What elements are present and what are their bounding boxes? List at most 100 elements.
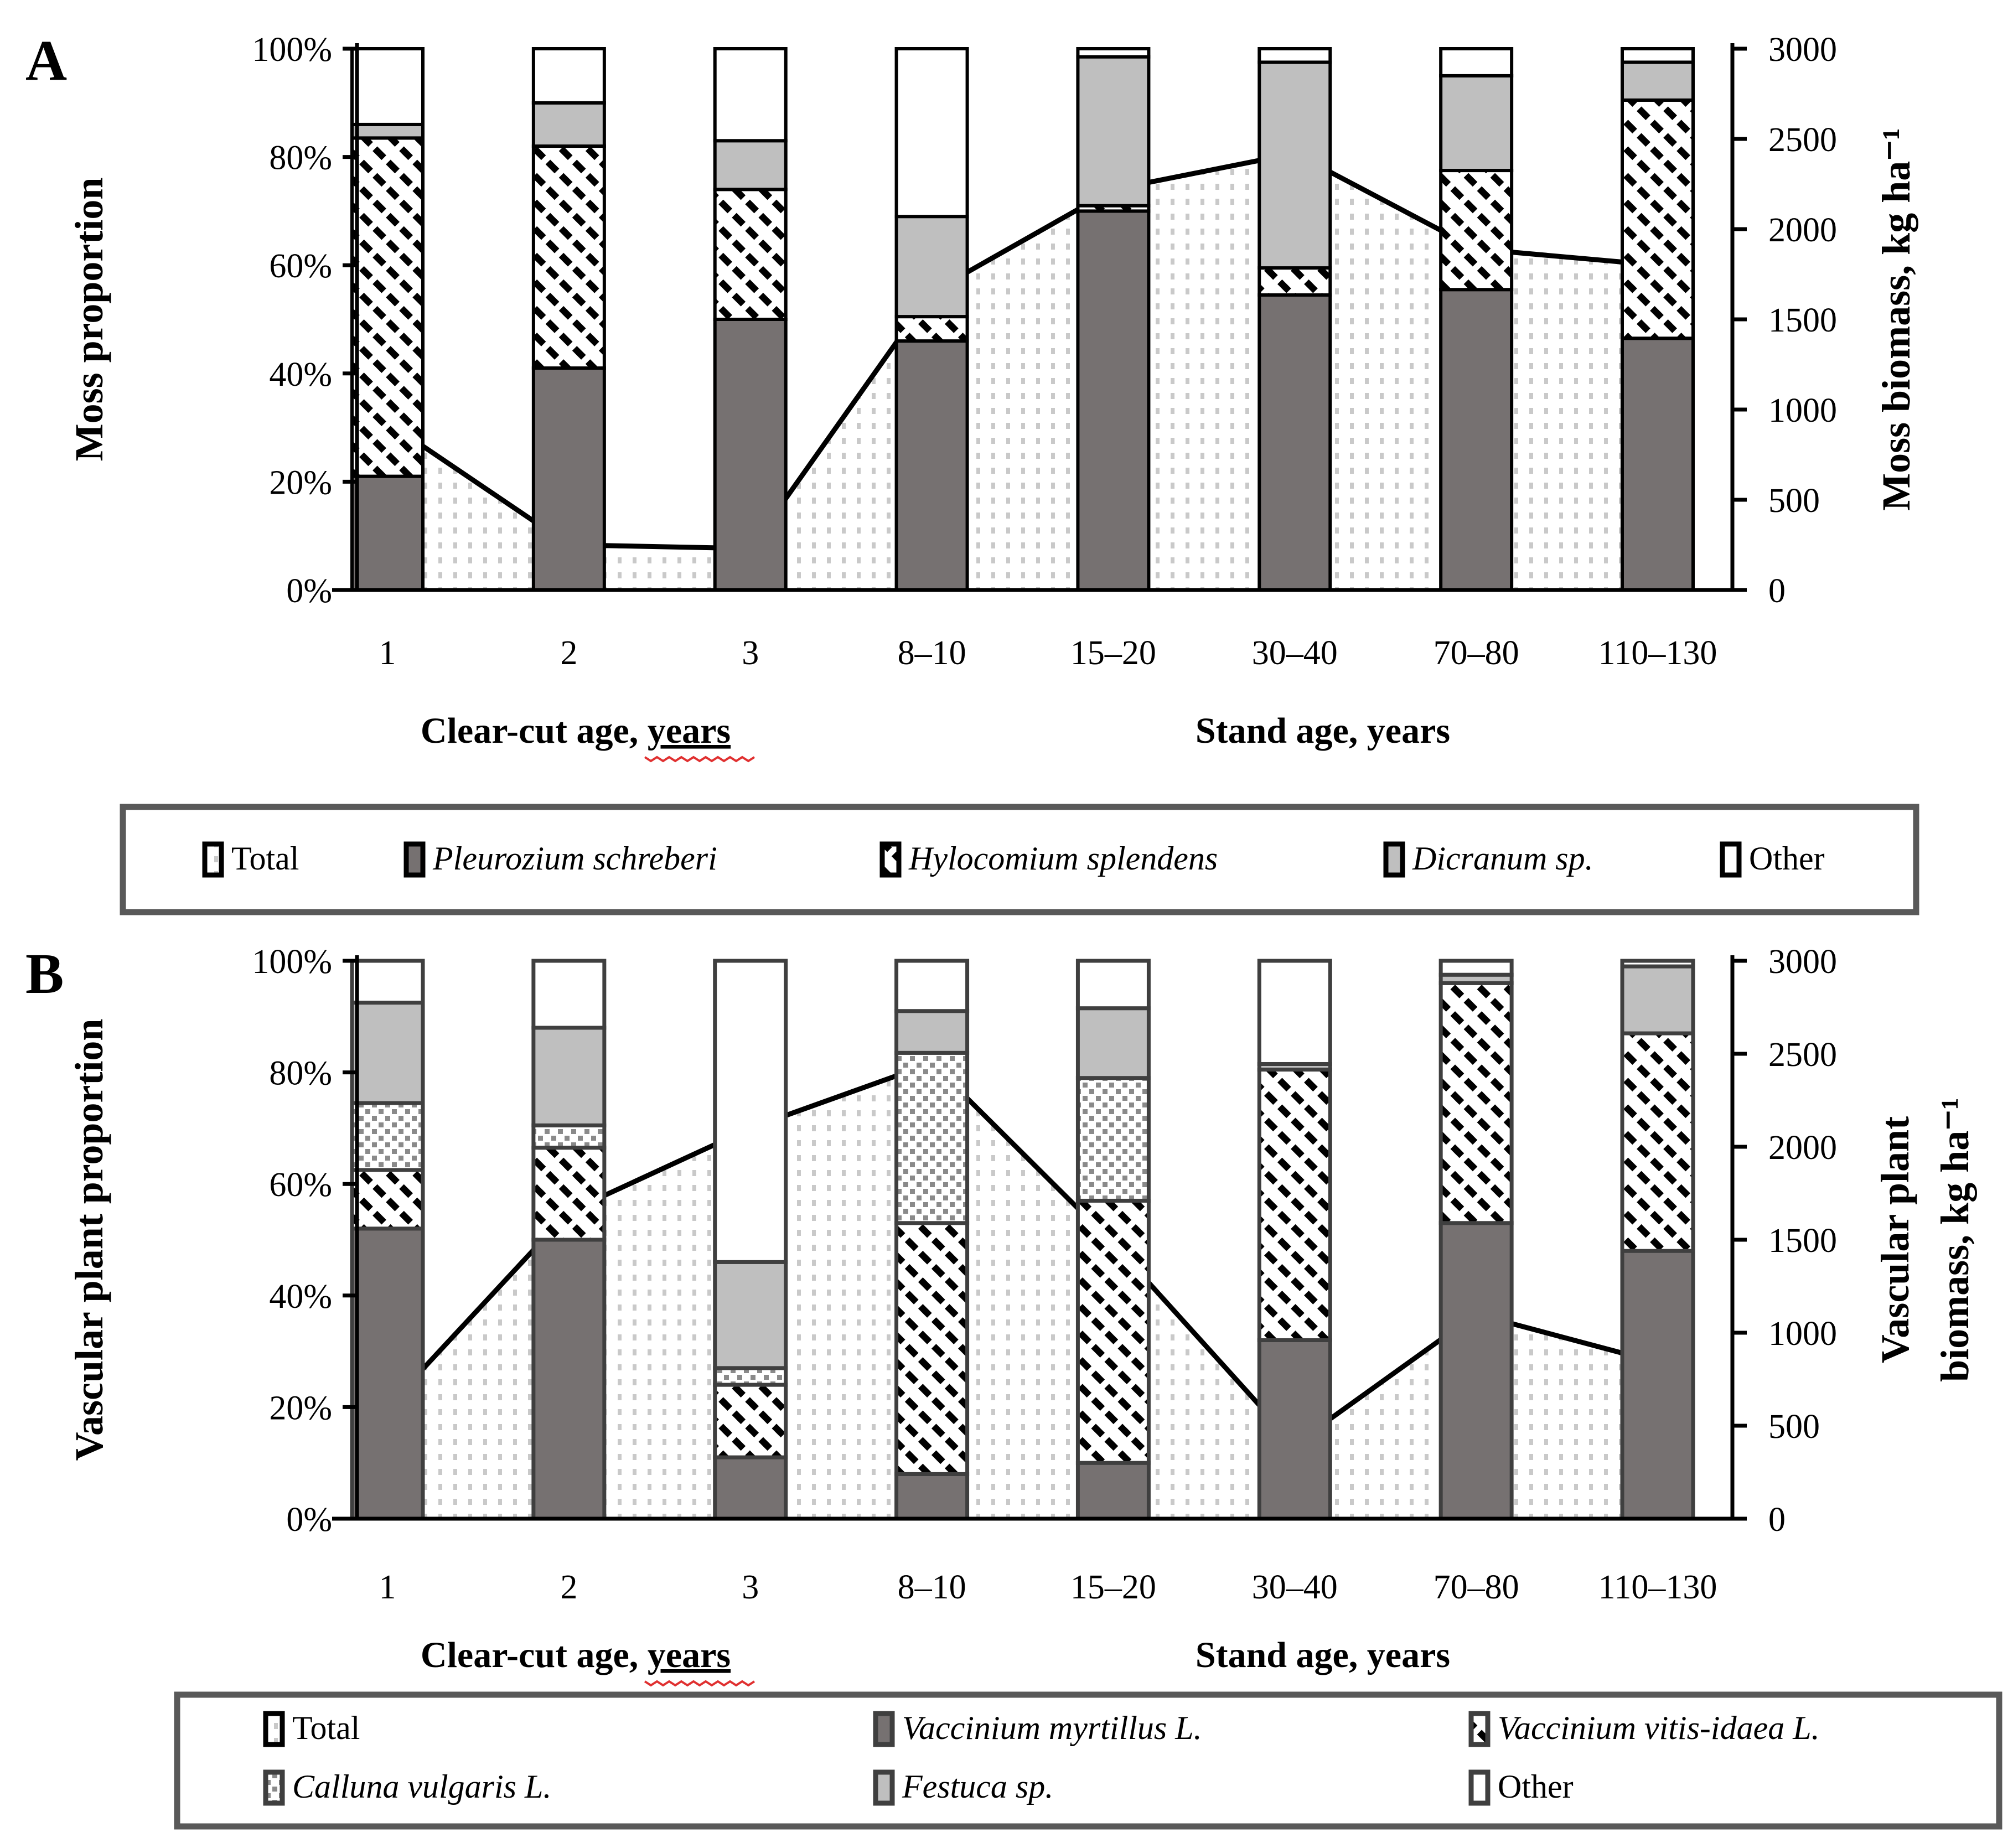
bar-segment (1438, 981, 1514, 1225)
x-group-title-clearcut: Clear-cut age, years (421, 711, 731, 751)
right-tick-label: 0 (1768, 1501, 1786, 1539)
legend-label: Other (1749, 840, 1825, 877)
right-tick-label: 3000 (1768, 31, 1837, 69)
left-tick-label: 80% (269, 139, 332, 177)
bar-segment (531, 1146, 607, 1242)
panel-a-letter: A (25, 29, 68, 92)
bar-segment (1621, 337, 1695, 592)
legend-swatch-darkgray (403, 841, 426, 878)
legend-item: Other (1468, 1768, 1574, 1806)
right-tick-label: 2000 (1768, 1129, 1837, 1167)
right-axis-title-line: Moss biomass, kg ha⁻¹ (1874, 128, 1918, 511)
legend-item: Dicranum sp. (1383, 840, 1593, 878)
x-category-label: 15–20 (1070, 1569, 1156, 1606)
bar-segment (713, 139, 788, 191)
legend-box (174, 1691, 2002, 1830)
bar-segment (531, 1123, 607, 1150)
bar-30–40 (1257, 959, 1332, 1521)
x-category-label: 2 (560, 1569, 577, 1606)
right-tick-label: 1000 (1768, 1315, 1837, 1353)
bar-30–40 (1258, 47, 1332, 592)
bar-segment (713, 318, 788, 592)
bar-segment (1075, 1006, 1151, 1080)
legend-swatch-white (1468, 1769, 1491, 1806)
legend-item: Total (263, 1710, 360, 1747)
legend-label: Total (231, 840, 299, 877)
bar-segment (1439, 47, 1514, 77)
legend-swatch-lightgray (873, 1769, 895, 1806)
bar-segment (1076, 209, 1151, 592)
legend-item: Pleurozium schreberi (403, 840, 717, 878)
bar-segment (713, 1455, 788, 1521)
bar-segment (1621, 98, 1695, 340)
bar-segment (894, 339, 969, 592)
legend-label: Festuca sp. (902, 1768, 1053, 1805)
bar-1 (350, 47, 425, 592)
bar-segment (531, 1238, 607, 1521)
x-category-label: 8–10 (898, 1569, 966, 1606)
bar-70–80 (1439, 47, 1514, 592)
legend-label: Other (1498, 1768, 1574, 1805)
bar-segment (1257, 1068, 1332, 1342)
left-tick-label: 60% (269, 247, 332, 285)
x-category-label: 30–40 (1252, 634, 1338, 672)
legend-item: Total (202, 840, 299, 878)
bar-segment (350, 474, 425, 592)
bar-segment (713, 188, 788, 321)
bar-segment (1621, 60, 1695, 102)
right-tick-label: 0 (1768, 572, 1786, 610)
left-tick-label: 0% (286, 572, 332, 610)
bar-segment (894, 1050, 970, 1225)
bar-segment (713, 959, 788, 1264)
bar-segment (531, 101, 606, 148)
bar-segment (350, 136, 425, 478)
right-tick-label: 1500 (1768, 1222, 1837, 1260)
left-tick-label: 20% (269, 464, 332, 501)
bar-segment (1258, 266, 1332, 297)
bar-2 (531, 959, 607, 1521)
right-tick-label: 1500 (1768, 302, 1837, 339)
bar-segment (350, 1101, 425, 1172)
legend-item: Vaccinium myrtillus L. (873, 1710, 1202, 1747)
legend-label: Dicranum sp. (1412, 840, 1593, 877)
bar-segment (350, 1001, 425, 1105)
right-tick-label: 500 (1768, 1408, 1820, 1446)
bar-segment (1620, 959, 1695, 969)
legend-label: Vaccinium vitis-idaea L. (1498, 1710, 1820, 1746)
bar-segment (894, 1221, 970, 1476)
bar-8–10 (894, 959, 970, 1521)
bar-15–20 (1075, 959, 1151, 1521)
legend-label: Hylocomium splendens (908, 840, 1218, 877)
left-tick-label: 0% (286, 1501, 332, 1539)
bar-segment (1438, 959, 1514, 977)
bar-segment (350, 959, 425, 1005)
bar-segment (1075, 1076, 1151, 1203)
x-category-label: 8–10 (898, 634, 966, 672)
legend-label: Vaccinium myrtillus L. (902, 1710, 1202, 1746)
legend-item: Other (1720, 840, 1825, 878)
bar-segment (531, 47, 606, 105)
bar-segment (1076, 55, 1151, 208)
bar-3 (713, 959, 788, 1521)
legend-label: Pleurozium schreberi (432, 840, 717, 877)
total-area (387, 1063, 1658, 1519)
bar-15–20 (1076, 47, 1151, 592)
bar-1 (350, 959, 425, 1521)
right-tick-label: 500 (1768, 482, 1820, 520)
bar-segment (350, 122, 425, 140)
bar-segment (713, 47, 788, 143)
left-tick-label: 40% (269, 356, 332, 394)
legend-swatch-area-dots (202, 841, 224, 878)
bar-segment (1620, 1249, 1695, 1521)
legend-swatch-darkgray (873, 1711, 895, 1747)
legend-item: Festuca sp. (873, 1768, 1053, 1806)
panel-b-letter: B (25, 942, 64, 1006)
right-axis-title-line: biomass, kg ha⁻¹ (1933, 1098, 1977, 1382)
bar-segment (894, 959, 970, 1013)
right-tick-label: 1000 (1768, 392, 1837, 429)
spellcheck-squiggle (644, 755, 755, 763)
bar-segment (1620, 964, 1695, 1036)
bar-3 (713, 47, 788, 592)
x-group-title-stand: Stand age, years (1196, 711, 1450, 751)
